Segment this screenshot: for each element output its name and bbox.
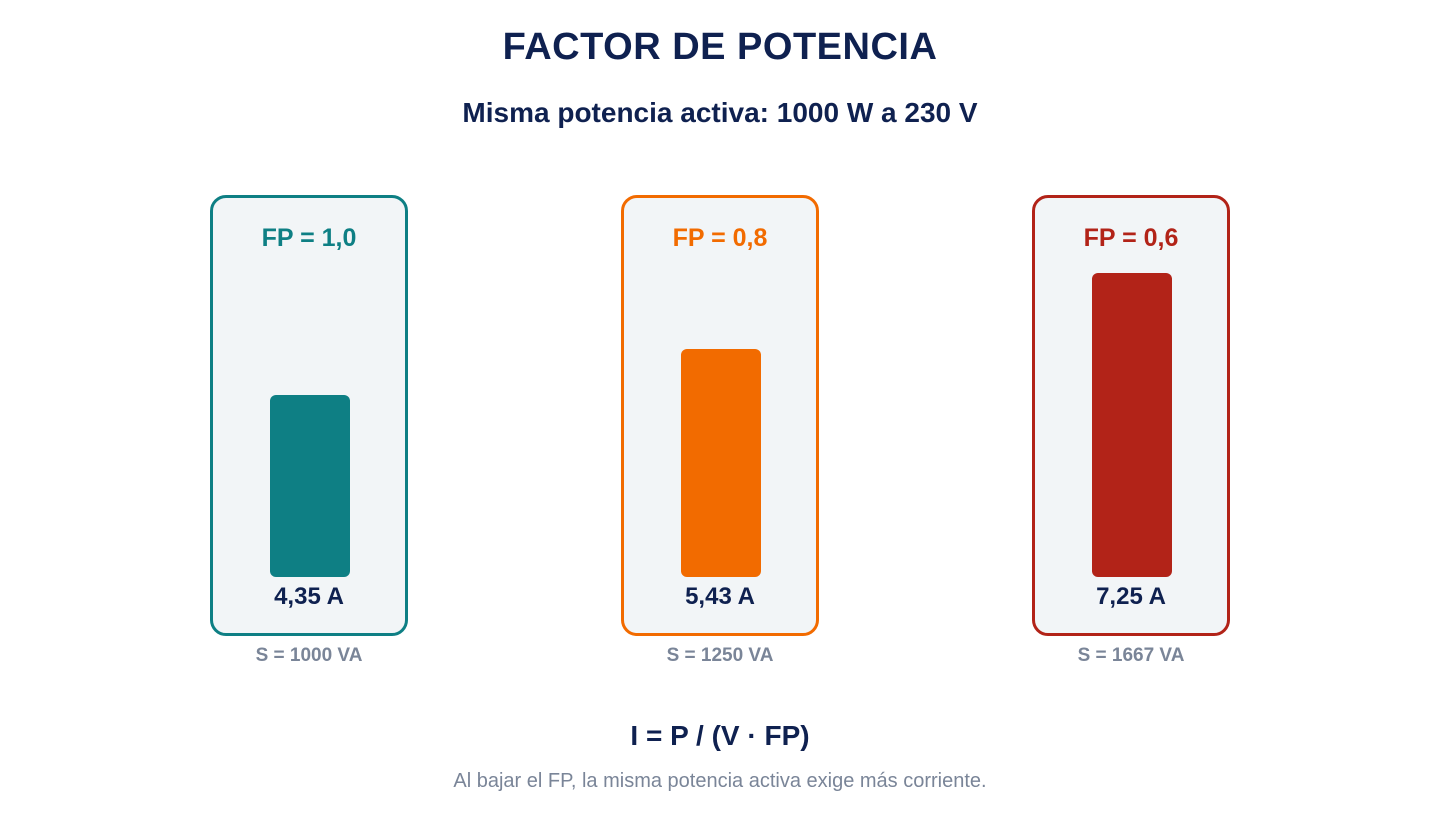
bar-fp-1-0 [270,395,350,577]
apparent-power-fp-1-0: S = 1000 VA [255,645,363,666]
bar-fp-0-6 [1092,273,1172,577]
bar-fp-0-8 [681,349,761,577]
card-fp-0-8: FP = 0,8 5,43 A [621,195,819,636]
apparent-power-fp-0-8: S = 1250 VA [666,645,774,666]
current-label-fp-0-8: 5,43 A [685,583,755,610]
card-label-fp-1-0: FP = 1,0 [261,224,357,252]
card-fp-1-0: FP = 1,0 4,35 A [210,195,408,636]
chart-title: FACTOR DE POTENCIA [502,26,938,68]
card-fp-0-6: FP = 0,6 7,25 A [1032,195,1230,636]
chart-subtitle: Misma potencia activa: 1000 W a 230 V [462,97,978,128]
current-label-fp-1-0: 4,35 A [274,583,344,610]
apparent-power-fp-0-6: S = 1667 VA [1077,645,1185,666]
card-label-fp-0-6: FP = 0,6 [1083,224,1179,252]
current-label-fp-0-6: 7,25 A [1096,583,1166,610]
card-label-fp-0-8: FP = 0,8 [672,224,768,252]
formula: I = P / (V · FP) [630,720,810,751]
footnote: Al bajar el FP, la misma potencia activa… [453,770,987,792]
